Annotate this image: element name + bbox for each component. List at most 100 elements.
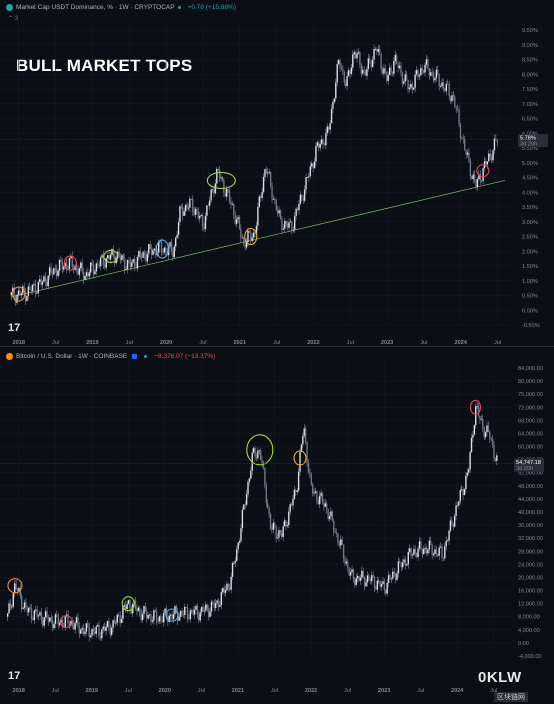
candle-body: [244, 241, 246, 248]
candle-body: [274, 522, 276, 528]
top-highlight-circle: [59, 615, 73, 629]
candle-body: [444, 546, 446, 559]
candle-body: [396, 573, 398, 580]
candle-body: [388, 67, 391, 76]
candle-body: [209, 200, 211, 206]
candle-body: [383, 68, 385, 74]
candle-body: [472, 174, 474, 180]
candle-body: [88, 272, 90, 277]
candle-body: [63, 266, 65, 270]
site-watermark: 0KLW 区块链网: [478, 669, 550, 702]
candle-body: [136, 256, 139, 269]
candle-body: [121, 255, 123, 261]
x-tick-label: 2024: [451, 688, 464, 694]
bottom-legend[interactable]: Bitcoin / U.S. Dollar · 1W · COINBASE −8…: [6, 353, 215, 360]
candle-body: [64, 616, 66, 627]
candle-body: [212, 601, 214, 604]
tradingview-logo[interactable]: 17: [8, 322, 21, 334]
watermark-main: 0KLW: [478, 669, 522, 686]
candle-body: [282, 228, 285, 230]
candle-body: [413, 87, 415, 90]
x-tick-label: Jul: [344, 688, 351, 694]
candle-body: [206, 604, 208, 609]
candle-body: [34, 284, 37, 294]
candle-body: [494, 457, 497, 461]
candle-body: [404, 559, 407, 566]
y-tick-label: 4.50%: [522, 176, 538, 182]
candle-body: [393, 60, 395, 74]
candle-body: [171, 614, 173, 620]
live-dot-icon: [177, 6, 181, 9]
candle-body: [143, 605, 145, 615]
candle-body: [318, 142, 320, 148]
usdt-dominance-chart[interactable]: 9.50%9.00%8.50%8.00%7.50%7.00%6.50%6.00%…: [0, 0, 554, 346]
candle-body: [177, 222, 180, 235]
candle-body: [299, 451, 301, 472]
candle-body: [438, 547, 440, 556]
candle-body: [126, 259, 129, 270]
candle-body: [296, 208, 299, 211]
candle-body: [16, 589, 19, 592]
candle-body: [428, 68, 430, 76]
bitcoin-chart[interactable]: 84,000.00 80,000.00 75,000.00 72,000.00 68,0…: [0, 348, 554, 703]
candle-body: [319, 143, 321, 148]
candle-body: [205, 604, 207, 611]
top-legend[interactable]: Market Cap USDT Dominance, % · 1W · CRYP…: [6, 4, 236, 11]
candle-body: [197, 211, 200, 219]
candle-body: [312, 163, 314, 169]
candle-body: [356, 53, 358, 59]
candle-body: [108, 255, 110, 260]
candle-body: [27, 286, 30, 296]
candle-body: [268, 507, 270, 514]
candle-body: [219, 605, 221, 608]
tradingview-logo[interactable]: 17: [8, 670, 21, 682]
candle-body: [279, 210, 282, 219]
candle-body: [57, 270, 59, 277]
candle-body: [145, 255, 147, 262]
indicators-collapse-toggle[interactable]: ⌃ 3: [8, 16, 19, 22]
candle-body: [387, 575, 390, 584]
candle-body: [218, 170, 221, 179]
candle-body: [245, 242, 248, 248]
candle-body: [257, 450, 259, 459]
candle-body: [352, 54, 354, 68]
candle-body: [418, 75, 421, 77]
candle-body: [481, 180, 483, 182]
candle-body: [254, 447, 256, 457]
candle-body: [293, 489, 296, 499]
candle-body: [432, 72, 435, 81]
candle-body: [227, 583, 230, 588]
candle-body: [459, 123, 462, 139]
candle-body: [458, 501, 460, 506]
candle-body: [60, 619, 62, 623]
candle-body: [377, 49, 379, 52]
candle-body: [317, 499, 320, 505]
candle-body: [240, 528, 242, 541]
candle-body: [80, 262, 82, 269]
candle-body: [231, 203, 234, 205]
candle-body: [206, 205, 208, 216]
candle-body: [361, 570, 363, 578]
candle-body: [250, 470, 252, 479]
candle-body: [439, 86, 442, 87]
candle-body: [283, 520, 286, 527]
candle-body: [84, 275, 86, 280]
candle-body: [371, 59, 374, 68]
candle-body: [434, 77, 436, 81]
candle-body: [64, 263, 66, 267]
candle-body: [6, 613, 9, 617]
top-highlight-circle: [476, 164, 490, 178]
candle-body: [360, 64, 362, 74]
candle-body: [417, 548, 419, 558]
candle-body: [138, 251, 140, 257]
x-tick-label: Jul: [490, 688, 497, 694]
candle-body: [373, 48, 375, 60]
candle-body: [50, 267, 52, 273]
candle-body: [23, 286, 25, 292]
candle-body: [221, 177, 224, 181]
candle-body: [485, 161, 487, 165]
candle-body: [405, 74, 408, 81]
candle-body: [13, 583, 16, 594]
candle-body: [193, 609, 196, 615]
candle-body: [417, 70, 419, 77]
